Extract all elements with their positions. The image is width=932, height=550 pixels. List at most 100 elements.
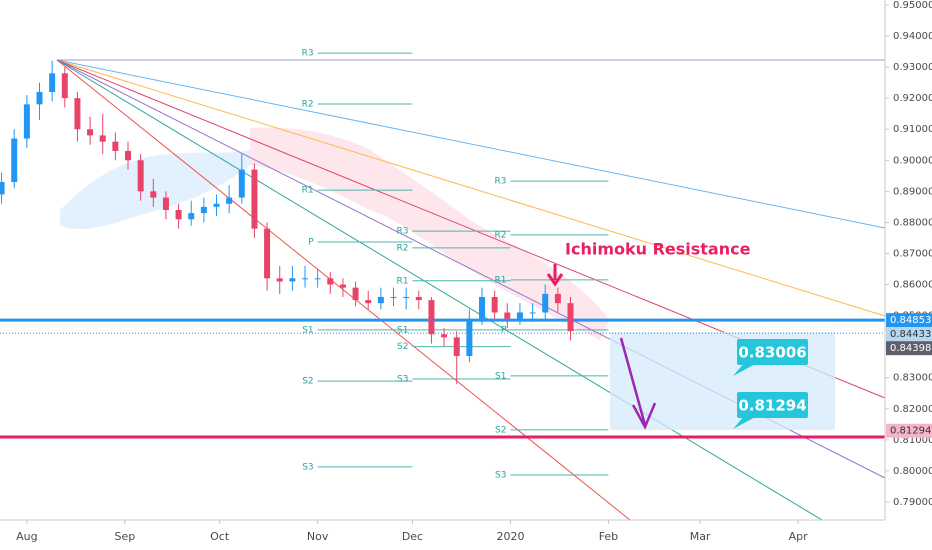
y-tick-label: 0.91000 — [893, 124, 932, 135]
y-tick-label: 0.83000 — [893, 373, 932, 384]
candle-body — [137, 160, 144, 192]
y-tick-label: 0.88000 — [893, 217, 932, 228]
ichimoku-cloud — [60, 150, 250, 230]
trend-line — [56, 59, 886, 229]
candle-body — [0, 182, 5, 195]
price-tag — [886, 327, 932, 342]
y-tick-label: 0.81000 — [893, 435, 932, 446]
candle-body — [403, 296, 410, 298]
candle-body — [213, 203, 220, 207]
price-tag — [886, 313, 932, 328]
pivot-label: S1 — [302, 325, 313, 335]
candle-body — [428, 300, 435, 335]
candle-body — [162, 197, 169, 210]
arrow-head — [631, 402, 657, 430]
y-tick-label: 0.87000 — [893, 248, 932, 259]
pivot-label: R1 — [396, 276, 408, 286]
pivot-label: R3 — [494, 177, 506, 187]
arrow — [546, 264, 564, 287]
candle-body — [377, 296, 384, 304]
pivot-label: S2 — [302, 377, 313, 387]
pivot-label: P — [308, 237, 314, 247]
y-tick-label: 0.79000 — [893, 497, 932, 508]
y-tick-label: 0.92000 — [893, 93, 932, 104]
candle-body — [390, 296, 397, 298]
pivot-label: S3 — [495, 470, 506, 480]
x-tick-label: Oct — [210, 530, 230, 543]
annotation: Ichimoku Resistance — [565, 240, 751, 259]
candle-body — [314, 278, 321, 280]
y-tick-label: 0.94000 — [893, 31, 932, 42]
candle-body — [238, 169, 245, 198]
candle-body — [276, 278, 283, 282]
x-tick-label: Feb — [599, 530, 618, 543]
candle-body — [200, 206, 207, 214]
candle-body — [36, 91, 43, 105]
y-tick-label: 0.95000 — [893, 0, 932, 11]
candle-body — [61, 73, 68, 99]
candle-body — [150, 191, 157, 198]
pivot-label: R2 — [396, 243, 408, 253]
trend-line — [56, 59, 823, 521]
arrow — [619, 337, 647, 426]
callout-label: 0.83006 — [738, 344, 806, 362]
candle-body — [11, 138, 18, 183]
candle-body — [251, 169, 258, 229]
x-tick-label: Sep — [114, 530, 135, 543]
y-tick-label: 0.82000 — [893, 404, 932, 415]
callout — [737, 339, 808, 365]
callout — [737, 392, 808, 418]
callout-pointer — [733, 362, 759, 376]
plot: R3 R2 R1 P S1 S2 S3 R3 R2 R1 S1 S2 S3 R3 R2 R1 P S1 S2 S3 — [0, 49, 885, 480]
x-tick-label: Mar — [690, 530, 711, 543]
x-tick-label: Dec — [402, 530, 423, 543]
candle-body — [99, 135, 106, 142]
y-tick-label: 0.86000 — [893, 280, 932, 291]
x-tick-label: Aug — [16, 530, 37, 543]
candle-body — [339, 284, 346, 288]
candle-body — [264, 228, 271, 279]
pivot-label: R1 — [302, 186, 314, 196]
pivot-label: R2 — [494, 230, 506, 240]
candle-body — [49, 73, 56, 92]
callout-pointer — [733, 415, 759, 429]
y-tick-label: 0.90000 — [893, 155, 932, 166]
candle-body — [87, 129, 94, 136]
candle-body — [302, 278, 309, 280]
candle-body — [453, 337, 460, 356]
candle-body — [327, 278, 334, 285]
pivot-label: S1 — [397, 325, 408, 335]
x-tick-label: Nov — [307, 530, 329, 543]
pivot-label: S3 — [397, 374, 408, 384]
candle-body — [352, 287, 359, 301]
candle-body — [415, 296, 422, 301]
candle-body — [175, 209, 182, 220]
candle-body — [125, 150, 132, 161]
candle-body — [504, 312, 511, 319]
candle-body — [529, 312, 536, 314]
y-tick-label: 0.93000 — [893, 62, 932, 73]
trend-line — [56, 59, 631, 521]
candle-body — [188, 213, 195, 220]
price-tag-label: 0.84853 — [890, 315, 931, 326]
y-tick-label: 0.89000 — [893, 186, 932, 197]
y-tick-label: 0.80000 — [893, 466, 932, 477]
price-tag — [886, 423, 932, 438]
pivot-label: R3 — [302, 49, 314, 59]
candle-body — [112, 141, 119, 151]
price-tag-label: 0.81294 — [890, 426, 931, 437]
price-tag-label: 0.84433 — [890, 329, 931, 340]
pivot-label: S2 — [397, 342, 408, 352]
candle-body — [542, 293, 549, 313]
candle-body — [479, 296, 486, 319]
candle-body — [554, 293, 561, 304]
callout-label: 0.81294 — [738, 397, 806, 415]
pivot-label: R2 — [302, 100, 314, 110]
pivot-label: R1 — [494, 275, 506, 285]
candle-body — [491, 296, 498, 313]
ichimoku-cloud — [250, 127, 610, 340]
candle-body — [226, 197, 233, 204]
candle-body — [567, 303, 574, 332]
